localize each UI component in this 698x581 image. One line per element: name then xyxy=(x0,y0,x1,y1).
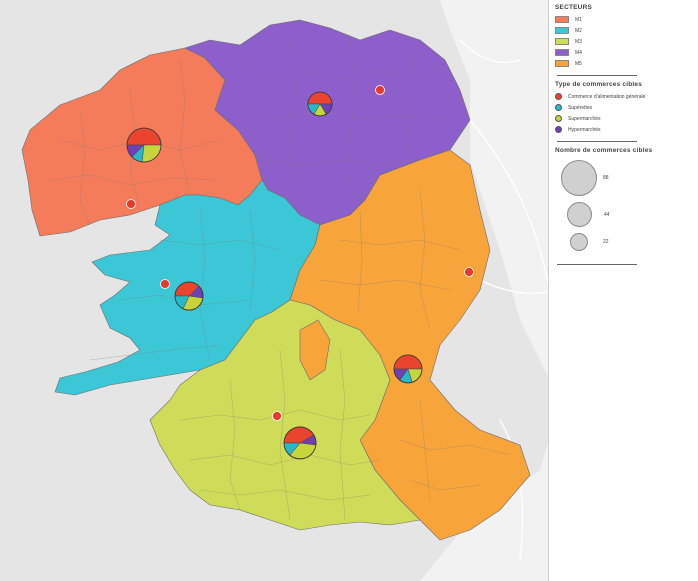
legend-swatch xyxy=(555,60,569,67)
legend-swatch xyxy=(555,27,569,34)
legend-size-item: 88 xyxy=(555,157,692,199)
legend-sector-label: M5 xyxy=(575,60,582,67)
pie-marker-east[interactable] xyxy=(393,354,423,384)
legend-type-label: Hypermarchés xyxy=(568,126,601,133)
legend-swatch xyxy=(555,38,569,45)
legend-sector-label: M4 xyxy=(575,49,582,56)
road xyxy=(459,39,521,64)
legend-type-label: Commerce d'alimentation générale xyxy=(568,93,646,100)
legend-size-label: 22 xyxy=(603,239,609,245)
red-point-east[interactable] xyxy=(464,267,474,277)
legend-type-item[interactable]: Hypermarchés xyxy=(555,124,692,135)
legend-sector-item[interactable]: M3 xyxy=(555,36,692,47)
legend-sizes-title: Nombre de commerces cibles xyxy=(555,147,653,154)
pie-marker-south[interactable] xyxy=(283,426,317,460)
legend-type-item[interactable]: Supérettes xyxy=(555,102,692,113)
legend-divider xyxy=(557,75,637,76)
legend-panel: SECTEURS M1 M2 M3 M4 M5 Type de commerces ci… xyxy=(548,0,698,581)
legend-sector-label: M1 xyxy=(575,16,582,23)
pie-marker-center-west[interactable] xyxy=(174,281,204,311)
legend-type-dot xyxy=(555,93,562,100)
sector-enclave-m5[interactable] xyxy=(299,319,331,381)
legend-type-label: Supermarchés xyxy=(568,115,601,122)
legend-sector-item[interactable]: M4 xyxy=(555,47,692,58)
legend-sector-label: M3 xyxy=(575,38,582,45)
legend-sector-label: M2 xyxy=(575,27,582,34)
legend-sector-list: M1 M2 M3 M4 M5 xyxy=(555,14,692,69)
red-point-center-west[interactable] xyxy=(160,279,170,289)
legend-sectors-title: SECTEURS xyxy=(555,4,592,11)
commune-borders xyxy=(49,39,511,521)
legend-size-label: 44 xyxy=(604,211,610,218)
legend-size-list: 88 44 22 xyxy=(555,157,692,254)
legend-size-circle xyxy=(567,202,592,227)
red-point-south[interactable] xyxy=(272,411,282,421)
legend-divider xyxy=(557,264,637,265)
legend-type-dot xyxy=(555,115,562,122)
pie-marker-west[interactable] xyxy=(126,127,162,163)
sector-region-m3[interactable] xyxy=(149,299,421,531)
legend-types-title: Type de commerces cibles xyxy=(555,81,643,88)
legend-type-dot xyxy=(555,126,562,133)
legend-size-circle xyxy=(561,160,597,196)
legend-size-item: 44 xyxy=(555,199,692,230)
pie-marker-north[interactable] xyxy=(307,91,333,117)
red-point-west[interactable] xyxy=(126,199,136,209)
legend-type-label: Supérettes xyxy=(568,104,593,111)
legend-size-item: 22 xyxy=(555,230,692,254)
legend-sector-item[interactable]: M1 xyxy=(555,14,692,25)
legend-sector-item[interactable]: M5 xyxy=(555,58,692,69)
legend-type-item[interactable]: Commerce d'alimentation générale xyxy=(555,91,692,102)
legend-size-label: 88 xyxy=(603,175,609,181)
legend-swatch xyxy=(555,49,569,56)
legend-sector-item[interactable]: M2 xyxy=(555,25,692,36)
legend-type-dot xyxy=(555,104,562,111)
legend-divider xyxy=(557,141,637,142)
legend-type-item[interactable]: Supermarchés xyxy=(555,113,692,124)
legend-type-list: Commerce d'alimentation générale Supérett… xyxy=(555,91,692,135)
red-point-north-east[interactable] xyxy=(375,85,385,95)
legend-swatch xyxy=(555,16,569,23)
legend-size-circle xyxy=(570,233,588,251)
